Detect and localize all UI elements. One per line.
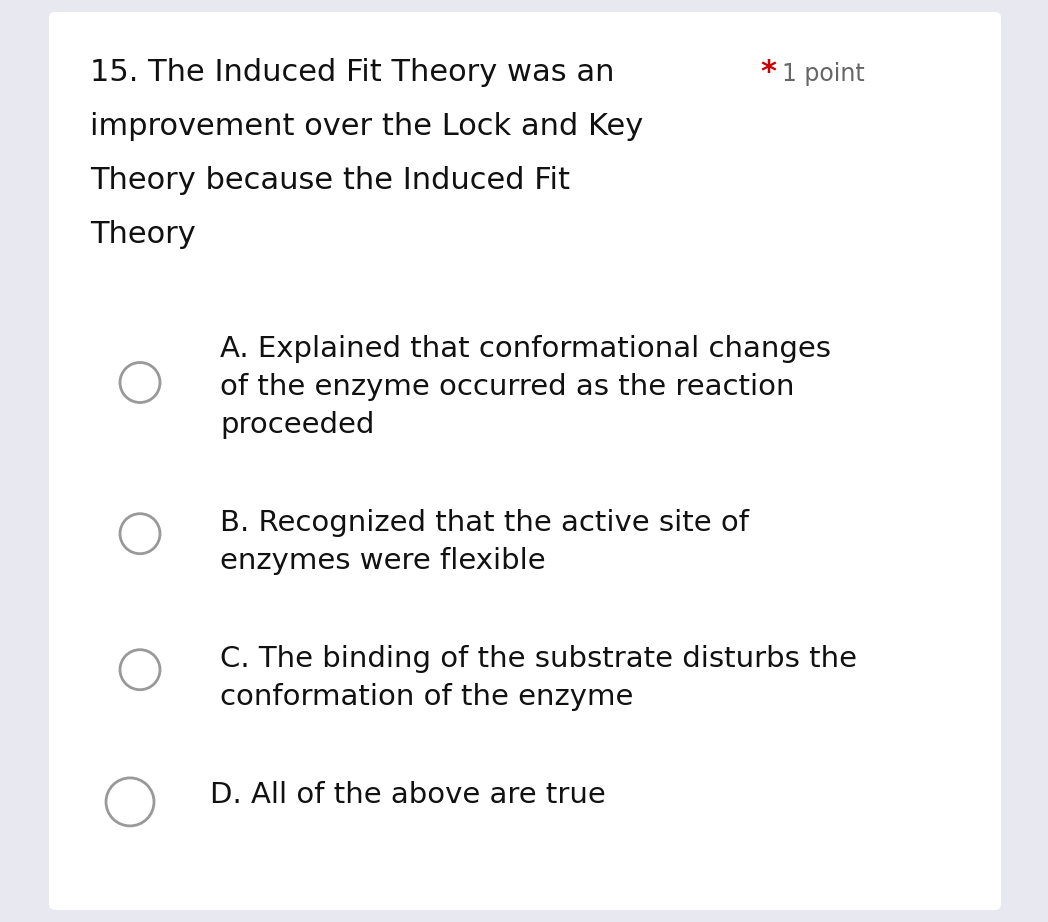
Text: conformation of the enzyme: conformation of the enzyme bbox=[220, 683, 633, 711]
Text: proceeded: proceeded bbox=[220, 411, 374, 439]
Text: 1 point: 1 point bbox=[782, 62, 865, 86]
Text: Theory: Theory bbox=[90, 220, 196, 249]
Text: 15. The Induced Fit Theory was an: 15. The Induced Fit Theory was an bbox=[90, 58, 614, 87]
Text: D. All of the above are true: D. All of the above are true bbox=[210, 781, 606, 809]
Text: B. Recognized that the active site of: B. Recognized that the active site of bbox=[220, 509, 749, 537]
Text: of the enzyme occurred as the reaction: of the enzyme occurred as the reaction bbox=[220, 373, 794, 401]
Text: enzymes were flexible: enzymes were flexible bbox=[220, 547, 546, 575]
Text: C. The binding of the substrate disturbs the: C. The binding of the substrate disturbs… bbox=[220, 645, 857, 673]
Text: *: * bbox=[760, 58, 776, 87]
FancyBboxPatch shape bbox=[49, 12, 1001, 910]
Text: improvement over the Lock and Key: improvement over the Lock and Key bbox=[90, 112, 643, 141]
Text: Theory because the Induced Fit: Theory because the Induced Fit bbox=[90, 166, 570, 195]
Text: A. Explained that conformational changes: A. Explained that conformational changes bbox=[220, 335, 831, 363]
